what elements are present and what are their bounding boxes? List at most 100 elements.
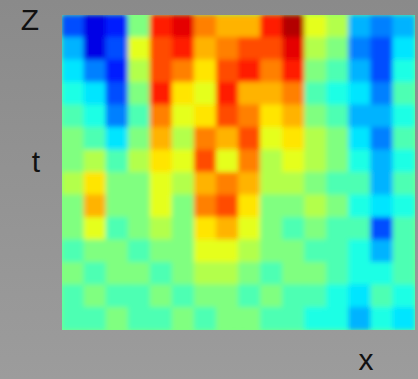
cell (304, 262, 327, 286)
axis-label: t (32, 145, 41, 178)
cell (172, 150, 195, 174)
cell (282, 37, 305, 61)
axis-label: x (359, 343, 374, 376)
cell (128, 217, 151, 241)
cell (238, 127, 261, 151)
cell (282, 195, 305, 219)
cell (304, 15, 327, 38)
cell (260, 15, 283, 38)
cell (194, 307, 217, 330)
cell (106, 285, 129, 309)
cell (150, 262, 173, 286)
cell (106, 262, 129, 286)
cell (216, 15, 239, 38)
cell (84, 307, 107, 330)
cell (106, 82, 129, 106)
cell (392, 37, 415, 61)
cell (304, 82, 327, 106)
plot-background (62, 15, 415, 330)
cell (370, 15, 393, 38)
cell (194, 240, 217, 264)
cell (172, 195, 195, 219)
cell (370, 217, 393, 241)
cell (392, 262, 415, 286)
cell (348, 127, 371, 151)
cell (326, 240, 349, 264)
axis-label: Z (21, 3, 39, 36)
cell (62, 240, 85, 264)
cell (392, 127, 415, 151)
cell (172, 262, 195, 286)
cell (260, 262, 283, 286)
cell (194, 262, 217, 286)
cell (392, 240, 415, 264)
cell (392, 172, 415, 196)
cell (172, 105, 195, 129)
cell (348, 240, 371, 264)
cell (106, 37, 129, 61)
cell (282, 285, 305, 309)
cell (260, 195, 283, 219)
cell (392, 285, 415, 309)
cell (84, 37, 107, 61)
cell (194, 195, 217, 219)
cell (128, 262, 151, 286)
cell (62, 105, 85, 129)
cell (238, 307, 261, 330)
cell (392, 105, 415, 129)
cell (392, 15, 415, 38)
cell (172, 285, 195, 309)
cell (260, 217, 283, 241)
cell (62, 60, 85, 84)
cell (172, 82, 195, 106)
cell (128, 82, 151, 106)
cell (260, 150, 283, 174)
cell (128, 15, 151, 38)
cell (326, 60, 349, 84)
cell (260, 105, 283, 129)
cell (260, 127, 283, 151)
cell (282, 240, 305, 264)
cell (348, 172, 371, 196)
cell (260, 60, 283, 84)
cell (84, 15, 107, 38)
cell (150, 240, 173, 264)
cell (84, 82, 107, 106)
cell (62, 217, 85, 241)
cell (62, 82, 85, 106)
cell (370, 105, 393, 129)
cell (106, 307, 129, 330)
cell (84, 127, 107, 151)
cell (62, 172, 85, 196)
cell (150, 172, 173, 196)
cell (216, 37, 239, 61)
cell (62, 150, 85, 174)
plot-area (62, 15, 415, 330)
cell (392, 82, 415, 106)
cell (150, 60, 173, 84)
cell (304, 285, 327, 309)
cell (326, 217, 349, 241)
cell (106, 217, 129, 241)
cell (370, 37, 393, 61)
cell (216, 105, 239, 129)
cell (150, 82, 173, 106)
cell (128, 150, 151, 174)
cell (150, 195, 173, 219)
cell (348, 307, 371, 330)
cell (370, 307, 393, 330)
cell (304, 127, 327, 151)
cell (128, 172, 151, 196)
cell (370, 60, 393, 84)
cell (238, 195, 261, 219)
cell (128, 127, 151, 151)
cell (282, 217, 305, 241)
cell (84, 217, 107, 241)
cell (62, 15, 85, 38)
cell (282, 150, 305, 174)
cell (194, 150, 217, 174)
cell (150, 307, 173, 330)
cell (62, 195, 85, 219)
cell (128, 105, 151, 129)
cell (260, 240, 283, 264)
